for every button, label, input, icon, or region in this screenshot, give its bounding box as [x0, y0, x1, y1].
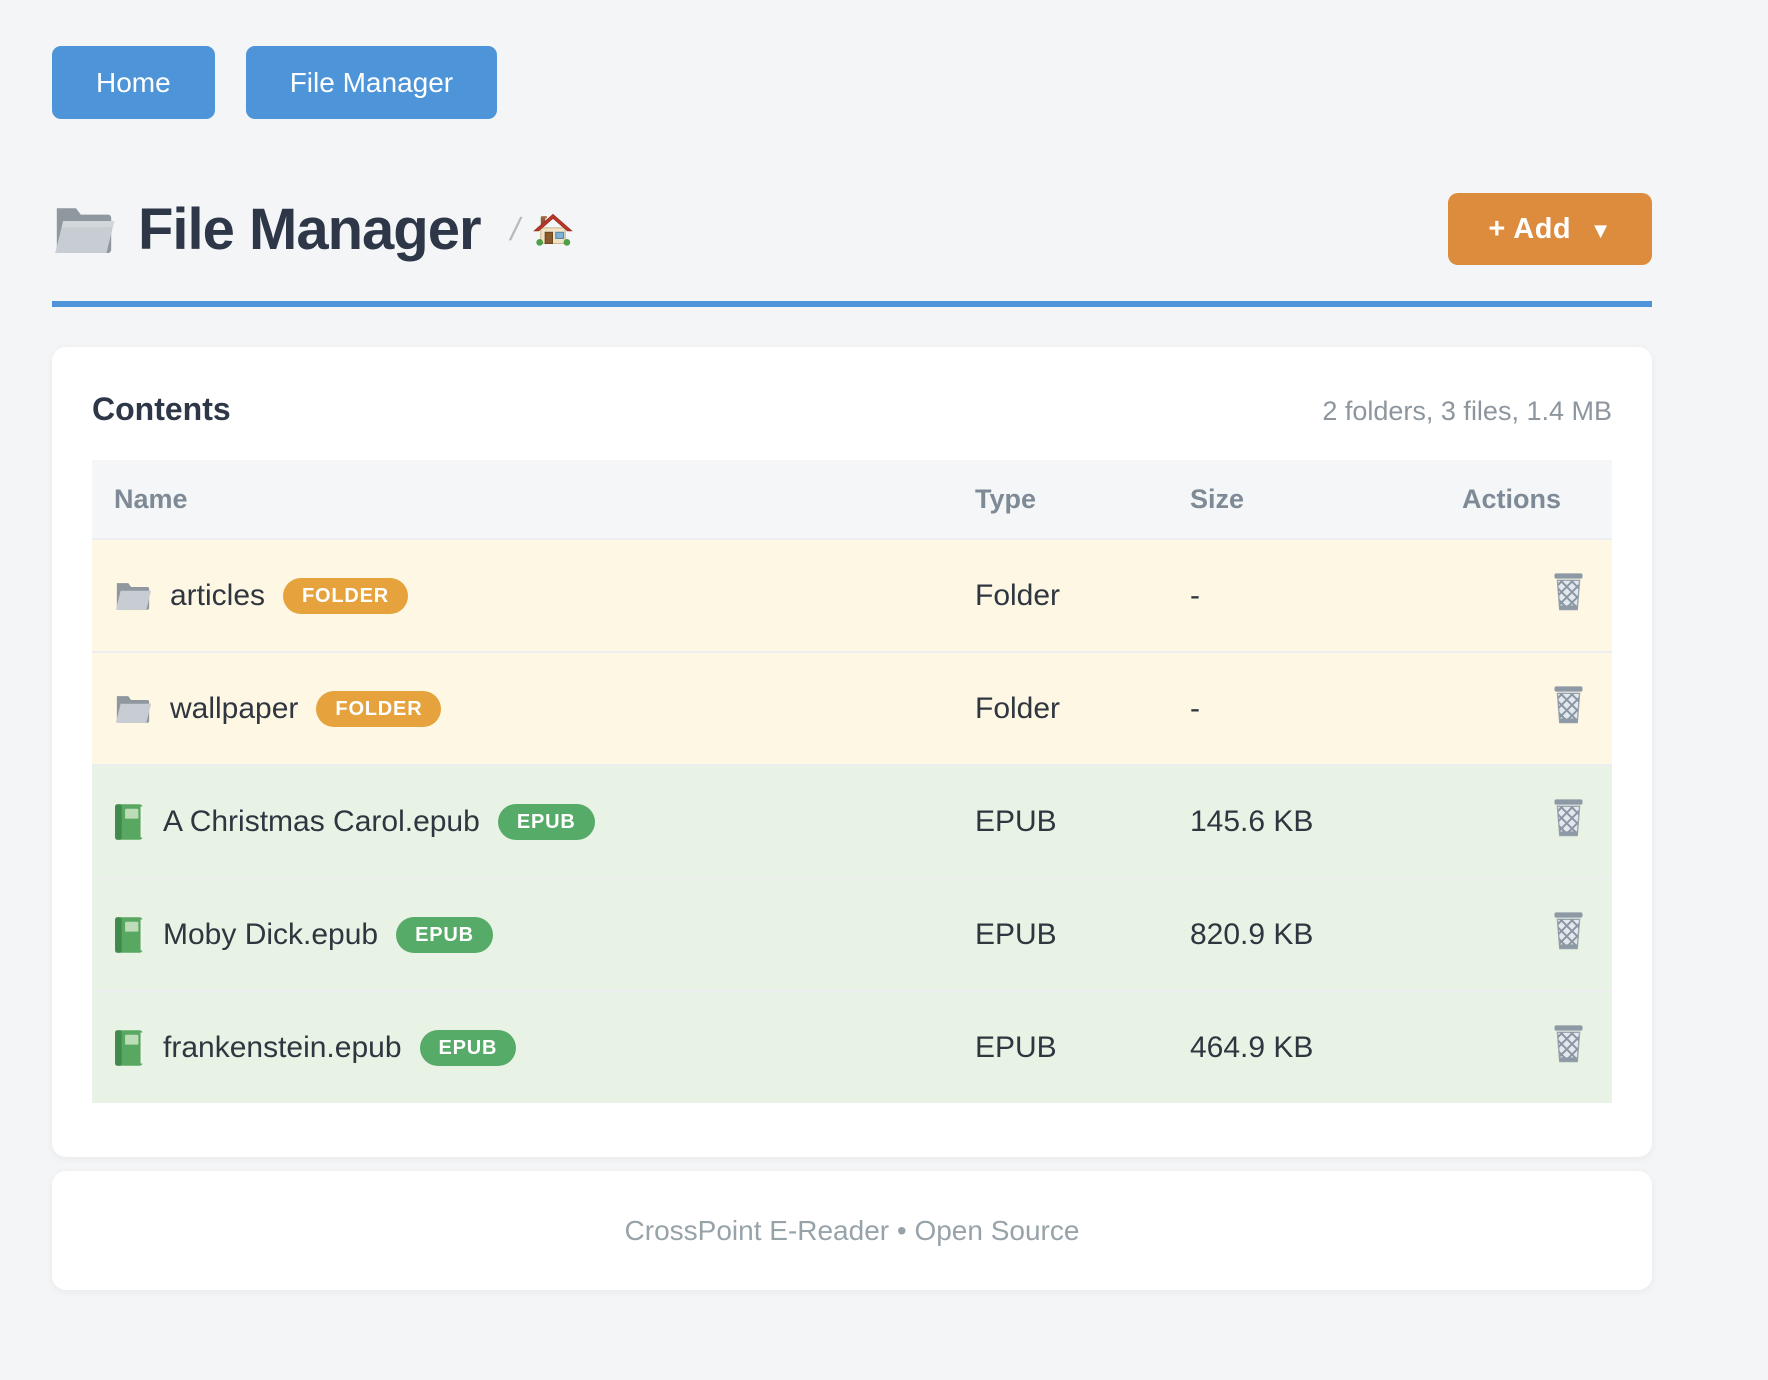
page-title: File Manager	[138, 196, 482, 262]
column-header-name: Name	[114, 483, 188, 514]
delete-button[interactable]	[1550, 797, 1587, 839]
column-header-actions: Actions	[1462, 483, 1562, 514]
column-header-type: Type	[975, 483, 1037, 514]
epub-badge: EPUB	[396, 916, 493, 953]
chevron-down-icon: ▼	[1589, 217, 1612, 243]
delete-button[interactable]	[1550, 910, 1587, 952]
file-manager-nav-button[interactable]: File Manager	[245, 46, 498, 119]
contents-card: Contents 2 folders, 3 files, 1.4 MB Name…	[52, 347, 1652, 1157]
contents-heading: Contents	[92, 391, 231, 427]
delete-button[interactable]	[1550, 684, 1587, 726]
house-icon[interactable]	[533, 209, 574, 249]
folder-icon	[55, 208, 115, 253]
file-type: EPUB	[975, 1030, 1057, 1064]
folder-icon	[115, 583, 152, 610]
book-icon	[115, 916, 144, 953]
delete-button[interactable]	[1550, 1023, 1587, 1065]
table-row: frankenstein.epub EPUB EPUB 464.9 KB	[92, 990, 1612, 1103]
epub-badge: EPUB	[497, 803, 595, 840]
footer: CrossPoint E-Reader • Open Source	[52, 1171, 1652, 1290]
top-nav: Home File Manager	[52, 46, 1652, 119]
file-name: Moby Dick.epub	[163, 917, 379, 951]
file-name: articles	[170, 578, 266, 612]
file-name: frankenstein.epub	[163, 1030, 402, 1064]
delete-button[interactable]	[1550, 571, 1587, 613]
epub-badge: EPUB	[419, 1029, 517, 1066]
trash-icon	[1554, 798, 1583, 836]
file-entry-wallpaper[interactable]: wallpaper FOLDER	[92, 690, 975, 727]
trash-icon	[1554, 1024, 1583, 1062]
folder-badge: FOLDER	[283, 577, 409, 614]
folder-badge: FOLDER	[316, 690, 442, 727]
table-row: articles FOLDER Folder -	[92, 538, 1612, 651]
book-icon	[115, 803, 144, 840]
trash-icon	[1554, 911, 1583, 949]
file-size: 820.9 KB	[1190, 917, 1314, 951]
header-divider	[52, 301, 1652, 307]
add-button-label: + Add	[1488, 212, 1572, 245]
table-header-row: Name Type Size Actions	[92, 460, 1612, 538]
file-entry-moby-dick[interactable]: Moby Dick.epub EPUB	[92, 916, 975, 954]
book-icon	[115, 1029, 144, 1066]
file-type: Folder	[975, 578, 1061, 612]
contents-summary: 2 folders, 3 files, 1.4 MB	[1322, 396, 1612, 426]
table-row: wallpaper FOLDER Folder -	[92, 651, 1612, 764]
trash-icon	[1554, 685, 1583, 723]
table-row: A Christmas Carol.epub EPUB EPUB 145.6 K…	[92, 764, 1612, 877]
trash-icon	[1554, 572, 1583, 610]
file-size: 145.6 KB	[1190, 804, 1314, 838]
folder-icon	[115, 696, 152, 723]
file-entry-frankenstein[interactable]: frankenstein.epub EPUB	[92, 1029, 975, 1067]
home-nav-button[interactable]: Home	[52, 46, 215, 119]
page-header: File Manager / + Add ▼	[52, 193, 1652, 265]
column-header-size: Size	[1190, 483, 1245, 514]
file-entry-christmas-carol[interactable]: A Christmas Carol.epub EPUB	[92, 803, 975, 841]
file-type: EPUB	[975, 917, 1057, 951]
file-table: Name Type Size Actions articles FOLDER	[92, 460, 1612, 1103]
file-name: A Christmas Carol.epub	[163, 804, 480, 838]
file-name: wallpaper	[170, 691, 299, 725]
table-row: Moby Dick.epub EPUB EPUB 820.9 KB	[92, 877, 1612, 990]
footer-text: CrossPoint E-Reader • Open Source	[624, 1214, 1080, 1246]
file-size: -	[1190, 578, 1200, 612]
file-size: 464.9 KB	[1190, 1030, 1314, 1064]
breadcrumb-separator: /	[506, 210, 524, 247]
add-button[interactable]: + Add ▼	[1448, 193, 1652, 265]
file-entry-articles[interactable]: articles FOLDER	[92, 577, 975, 614]
file-type: Folder	[975, 691, 1061, 725]
file-type: EPUB	[975, 804, 1057, 838]
file-size: -	[1190, 691, 1200, 725]
